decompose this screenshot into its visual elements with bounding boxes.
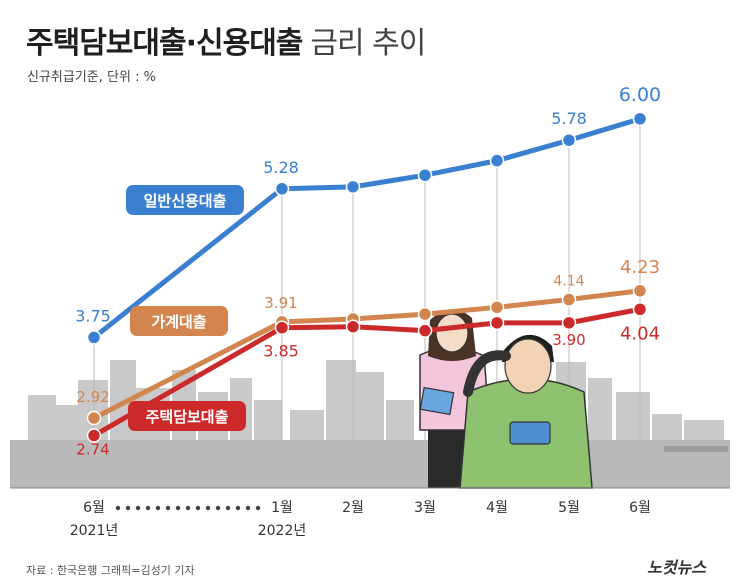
publisher-logo: 노컷뉴스 [647, 558, 706, 577]
data-label: 2.74 [76, 441, 109, 459]
series-mortgage: 2.74 3.85 3.90 4.04 주택담보대출 [76, 302, 660, 459]
data-label: 3.85 [263, 342, 299, 361]
data-label: 5.78 [551, 109, 587, 128]
x-tick-label: 4월 [486, 500, 508, 516]
data-point [561, 292, 577, 307]
man-face [504, 338, 552, 394]
data-point [86, 428, 102, 443]
worried-people-illustration [419, 309, 593, 489]
data-label: 4.04 [620, 323, 660, 344]
bridge-deck [664, 446, 728, 452]
series-credit: 3.75 5.28 5.78 6.00 일반신용대출 [75, 84, 661, 345]
data-point [345, 319, 361, 334]
woman-face [435, 313, 469, 353]
legend-badge-label: 일반신용대출 [144, 192, 227, 210]
axis-dot [125, 505, 131, 511]
legend-badge-label: 주택담보대출 [146, 408, 229, 426]
man-card [509, 421, 551, 445]
data-label: 5.28 [263, 158, 299, 177]
data-label: 4.23 [620, 257, 660, 278]
year-label: 2022년 [258, 523, 307, 539]
series-legend-badge: 일반신용대출 [126, 185, 244, 215]
title-suffix: 금리 추이 [310, 26, 426, 61]
data-point [489, 300, 505, 315]
woman-card [419, 386, 455, 416]
axis-dot [115, 505, 121, 511]
data-point [561, 315, 577, 331]
x-tick-label: 5월 [558, 500, 580, 516]
data-point [561, 132, 577, 148]
data-point [417, 167, 433, 183]
data-point [345, 179, 361, 195]
axis-dot [145, 505, 151, 511]
series-legend-badge: 가계대출 [130, 306, 228, 336]
data-label: 3.75 [75, 306, 111, 325]
axis-dot [175, 505, 181, 511]
axis-dot [225, 505, 231, 511]
chart-title: 주택담보대출·신용대출 금리 추이 [26, 18, 426, 62]
x-tick-label: 2월 [342, 500, 364, 516]
data-label: 2.92 [76, 388, 109, 406]
data-point [632, 111, 648, 127]
data-point [86, 330, 102, 345]
data-point [489, 315, 505, 331]
legend-badge-bg [128, 401, 246, 431]
legend-badge-label: 가계대출 [151, 313, 206, 331]
series-line [92, 116, 641, 340]
data-label: 6.00 [619, 84, 661, 106]
data-point [417, 306, 433, 322]
man-arm [463, 350, 511, 397]
data-point [274, 181, 290, 197]
data-label: 3.90 [552, 331, 585, 349]
axis-dot [195, 505, 201, 511]
axis-dot [245, 505, 251, 511]
axis-dot [185, 505, 191, 511]
title-main-text: 주택담보대출·신용대출 [26, 26, 303, 61]
axis-dot [165, 505, 171, 511]
data-label: 4.14 [553, 274, 584, 290]
data-label: 3.91 [264, 294, 297, 312]
data-point [632, 302, 648, 317]
chart-subtitle: 신규취급기준, 단위 : % [27, 70, 156, 85]
data-point [86, 410, 102, 426]
x-tick-label: 1월 [271, 500, 293, 516]
series-group: 3.75 5.28 5.78 6.00 일반신용대출 2.92 3.91 4.14 4.23 가계… [75, 84, 661, 459]
legend-badge-bg [126, 185, 244, 215]
data-point [489, 153, 505, 168]
source-credit: 자료 : 한국은행 그래픽=김성기 기자 [26, 564, 195, 577]
series-legend-badge: 주택담보대출 [128, 401, 246, 431]
x-tick-label: 3월 [414, 500, 436, 516]
skyline-base [10, 440, 730, 488]
data-point [417, 323, 433, 338]
axis-dot [205, 505, 211, 511]
x-tick-label: 6월 [629, 500, 651, 516]
legend-badge-bg [130, 306, 228, 336]
data-point [274, 320, 290, 335]
axis-dot [135, 505, 141, 511]
axis-dot [255, 505, 261, 511]
axis-dot [235, 505, 241, 511]
data-point [632, 283, 648, 299]
x-axis: 6월 1월 2월 3월 4월 5월 6월 2021년 2022년 [10, 487, 730, 539]
axis-dot [215, 505, 221, 511]
axis-dot [155, 505, 161, 511]
year-label: 2021년 [70, 523, 119, 539]
x-tick-label: 6월 [83, 500, 105, 516]
